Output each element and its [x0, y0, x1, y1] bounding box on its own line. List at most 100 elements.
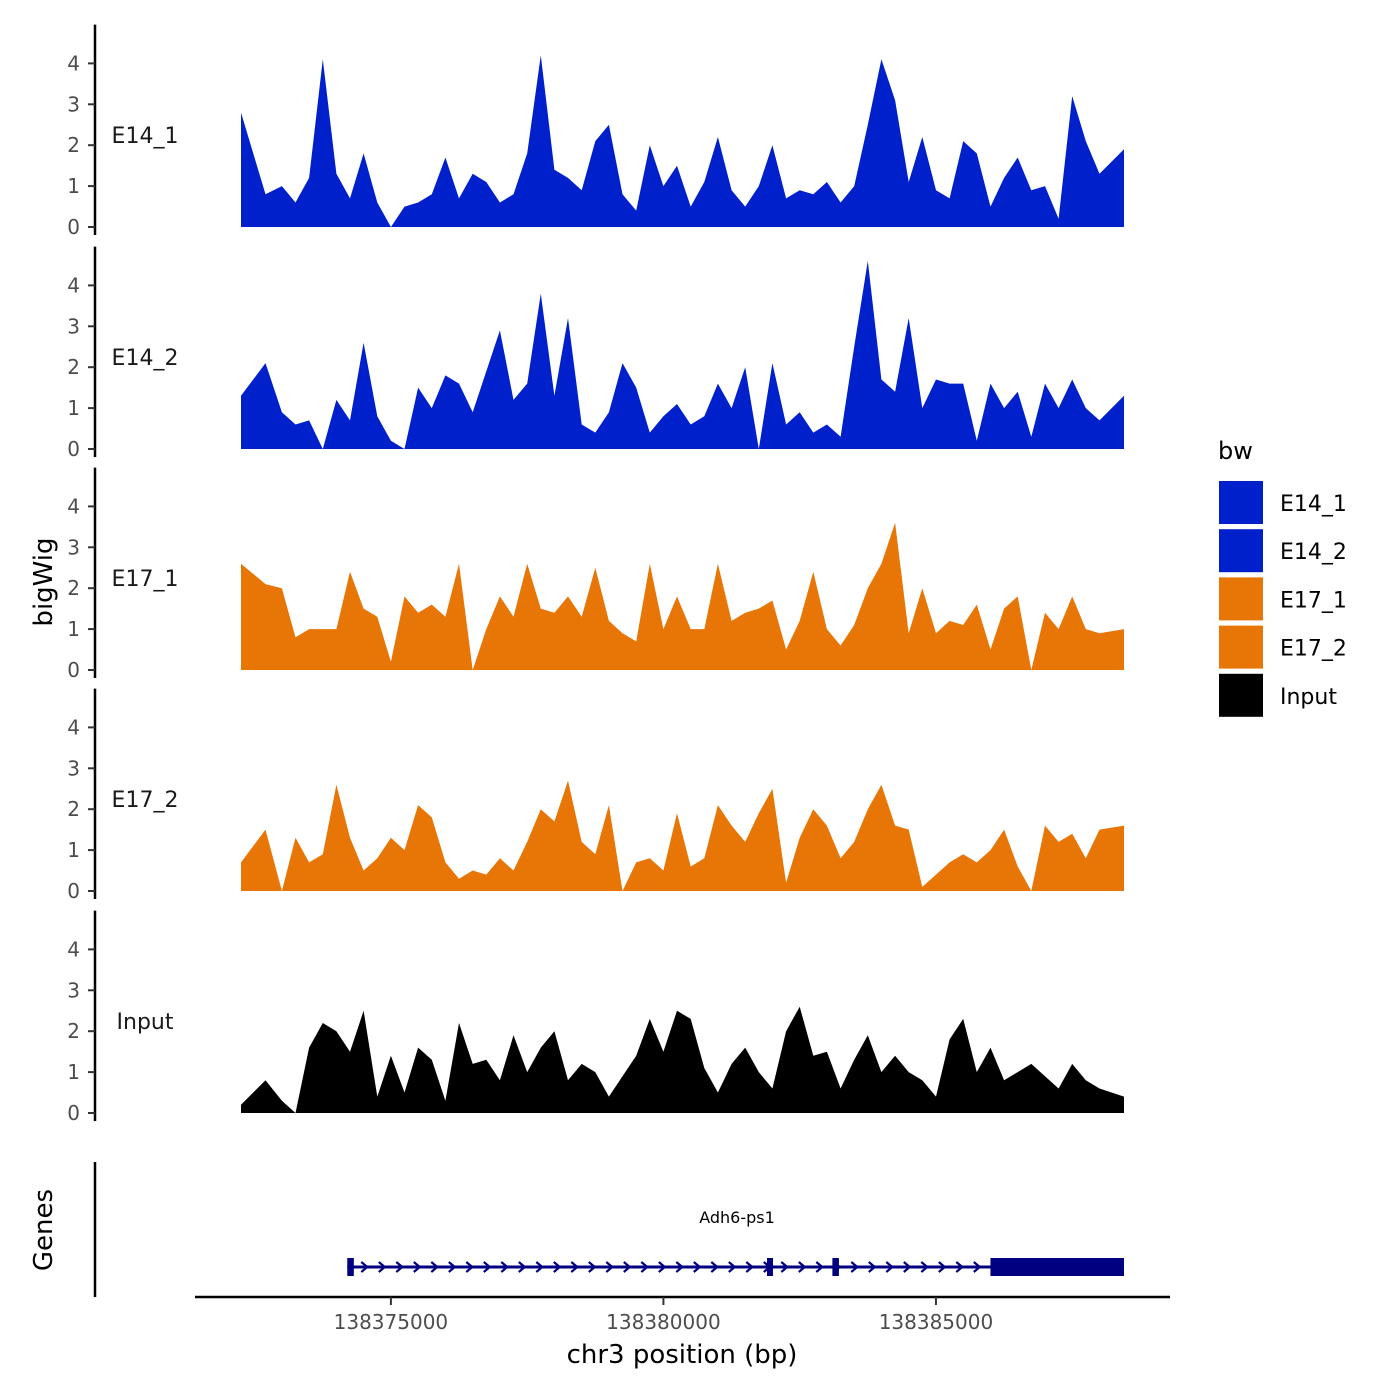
y-tick-label: 4: [67, 494, 80, 518]
strand-arrow: [588, 1261, 597, 1273]
strand-arrow: [728, 1261, 737, 1273]
area-e14-2: [241, 260, 1124, 449]
strand-arrow: [518, 1261, 527, 1273]
strand-arrow: [500, 1261, 510, 1273]
legend-swatch-e17-1: [1219, 577, 1263, 621]
legend-swatch-e14-2: [1219, 529, 1263, 573]
track-label: E17_2: [112, 788, 179, 813]
legend-swatch-input: [1219, 673, 1263, 717]
strand-arrow: [570, 1261, 580, 1273]
area-e14-1: [241, 55, 1124, 228]
strand-arrow: [535, 1261, 545, 1273]
strand-arrow: [378, 1261, 387, 1273]
y-tick-label: 0: [67, 215, 80, 239]
y-axis-title: bigWig: [29, 537, 59, 626]
strand-arrow: [815, 1261, 825, 1273]
strand-arrow: [850, 1261, 860, 1273]
y-tick-label: 2: [67, 797, 80, 821]
gene-exon: [832, 1258, 839, 1276]
y-tick-label: 0: [67, 879, 80, 903]
y-tick-label: 2: [67, 355, 80, 379]
gene-exon: [347, 1258, 354, 1276]
y-tick-label: 4: [67, 715, 80, 739]
strand-arrow: [885, 1261, 895, 1273]
track-e14-1: 0 1 2 3 4 E14_1: [67, 24, 1124, 239]
y-tick-label: 1: [67, 617, 80, 641]
legend-label: E17_2: [1280, 637, 1347, 662]
y-tick-label: 3: [67, 314, 80, 338]
x-tick-label: 138375000: [334, 1310, 449, 1334]
strand-arrow: [745, 1261, 755, 1273]
strand-arrow: [413, 1261, 422, 1273]
track-input: 0 1 2 3 4 Input: [67, 910, 1124, 1125]
strand-arrow: [448, 1261, 457, 1273]
y-tick-label: 3: [67, 978, 80, 1002]
y-tick-label: 1: [67, 396, 80, 420]
strand-arrow: [605, 1261, 615, 1273]
strand-arrow: [430, 1261, 440, 1273]
strand-arrow: [693, 1261, 702, 1273]
strand-arrow: [973, 1261, 982, 1273]
y-tick-label: 2: [67, 576, 80, 600]
gene-exon: [990, 1258, 1124, 1276]
strand-arrow: [658, 1261, 667, 1273]
legend-label: E17_1: [1280, 588, 1347, 613]
gene-track-title: Genes: [29, 1189, 59, 1271]
strand-arrow: [868, 1261, 877, 1273]
legend-swatch-e14-1: [1219, 481, 1263, 524]
strand-arrow: [710, 1261, 720, 1273]
legend-swatch-e17-2: [1219, 625, 1263, 669]
x-axis-ticks: 138375000 138380000 138385000: [334, 1297, 994, 1334]
gene-exon: [766, 1258, 773, 1276]
y-tick-label: 1: [67, 838, 80, 862]
area-e17-2: [241, 780, 1124, 891]
gene-track: Genes Adh6-ps1: [29, 1162, 1124, 1297]
strand-arrow: [798, 1261, 807, 1273]
strand-arrow: [903, 1261, 912, 1273]
x-axis-title: chr3 position (bp): [567, 1340, 798, 1370]
strand-arrow: [360, 1261, 370, 1273]
gene-name-label: Adh6-ps1: [699, 1208, 775, 1227]
area-input: [241, 1006, 1124, 1113]
strand-arrow: [553, 1261, 562, 1273]
track-e14-2: 0 1 2 3 4 E14_2: [67, 246, 1124, 461]
track-label: E14_1: [112, 124, 179, 149]
track-label: E17_1: [112, 567, 179, 592]
y-tick-label: 1: [67, 174, 80, 198]
y-tick-label: 0: [67, 437, 80, 461]
track-label: E14_2: [112, 346, 179, 371]
area-e17-1: [241, 522, 1124, 670]
x-tick-label: 138380000: [606, 1310, 721, 1334]
strand-arrow: [938, 1261, 947, 1273]
gene-model: [347, 1258, 1124, 1276]
y-tick-label: 0: [67, 658, 80, 682]
y-tick-label: 2: [67, 133, 80, 157]
y-tick-label: 4: [67, 51, 80, 75]
strand-arrow: [395, 1261, 405, 1273]
y-tick-label: 3: [67, 92, 80, 116]
legend: bw E14_1 E14_2 E17_1 E17_2 Input: [1218, 437, 1347, 717]
legend-label: E14_2: [1280, 540, 1347, 565]
strand-arrow: [483, 1261, 492, 1273]
strand-arrow: [780, 1261, 790, 1273]
y-tick-label: 0: [67, 1101, 80, 1125]
track-label: Input: [117, 1010, 174, 1035]
y-tick-label: 4: [67, 937, 80, 961]
y-tick-label: 1: [67, 1060, 80, 1084]
strand-arrow: [920, 1261, 930, 1273]
strand-arrow: [955, 1261, 965, 1273]
strand-arrow: [465, 1261, 475, 1273]
legend-label: Input: [1280, 685, 1337, 710]
x-axis: 138375000 138380000 138385000 chr3 positio…: [195, 1295, 1170, 1370]
y-tick-label: 3: [67, 756, 80, 780]
strand-arrow: [675, 1261, 685, 1273]
y-tick-label: 4: [67, 273, 80, 297]
track-e17-1: 0 1 2 3 4 E17_1: [67, 467, 1124, 682]
legend-title: bw: [1218, 437, 1253, 465]
x-tick-label: 138385000: [879, 1310, 994, 1334]
legend-label: E14_1: [1280, 492, 1347, 517]
track-e17-2: 0 1 2 3 4 E17_2: [67, 688, 1124, 903]
y-tick-label: 3: [67, 535, 80, 559]
y-tick-label: 2: [67, 1019, 80, 1043]
